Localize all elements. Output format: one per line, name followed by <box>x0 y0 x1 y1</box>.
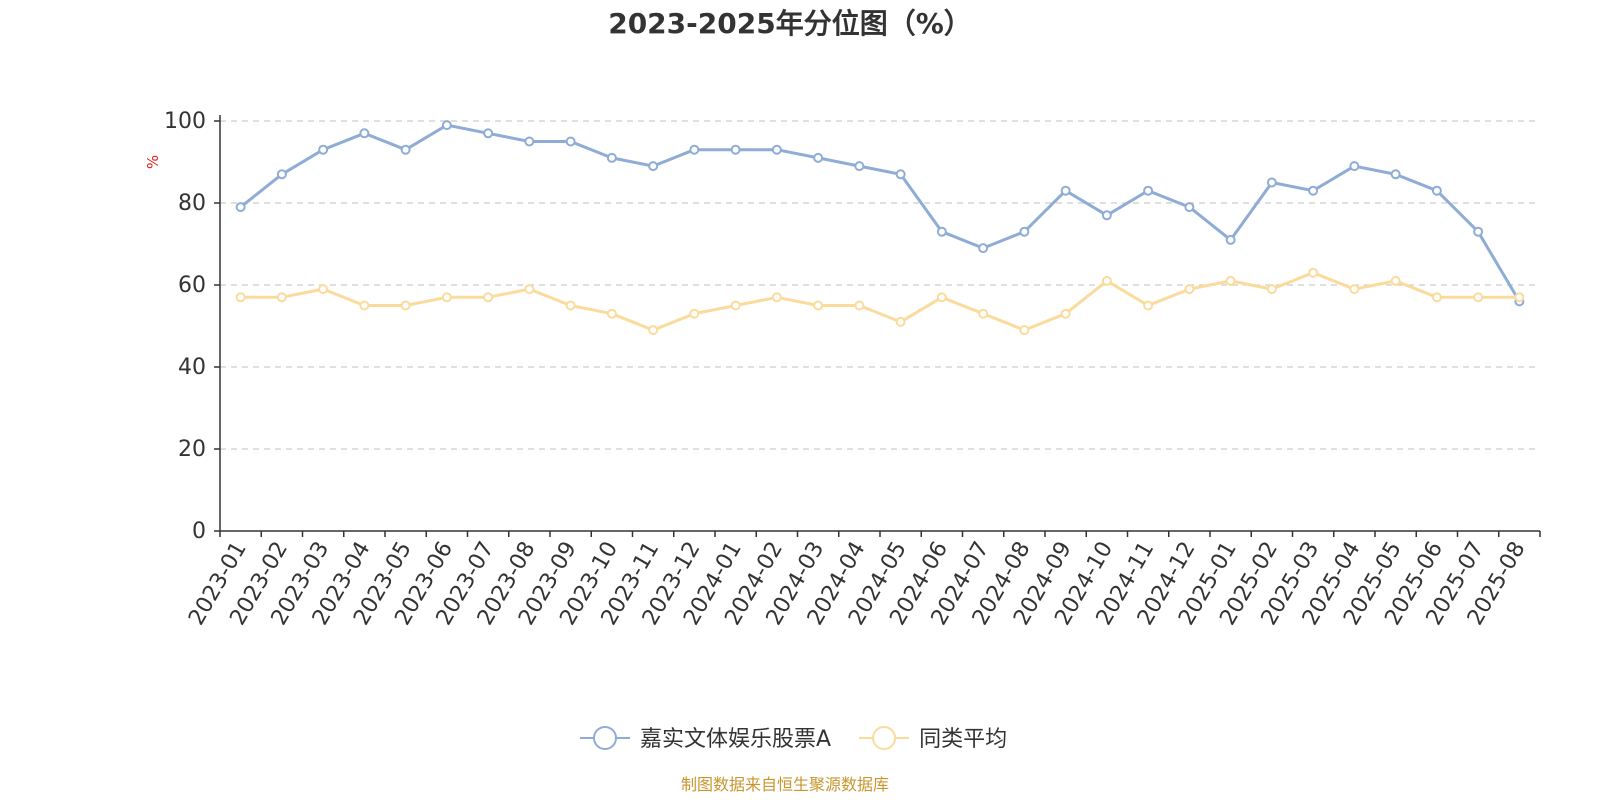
y-tick-label: 80 <box>178 191 206 216</box>
data-point <box>483 292 494 303</box>
data-point <box>235 292 246 303</box>
data-point <box>1349 161 1360 172</box>
data-point <box>1514 292 1525 303</box>
data-point <box>936 292 947 303</box>
data-point <box>276 292 287 303</box>
data-point <box>1019 226 1030 237</box>
data-point <box>648 325 659 336</box>
legend-circle-icon <box>593 726 617 750</box>
data-point <box>359 300 370 311</box>
data-point <box>1390 169 1401 180</box>
data-point <box>1308 185 1319 196</box>
axes: 0204060801002023-012023-022023-032023-04… <box>164 109 1541 630</box>
data-point <box>235 202 246 213</box>
legend-item-2[interactable]: 同类平均 <box>859 726 1007 752</box>
series-lines <box>235 120 1525 336</box>
data-point <box>1473 226 1484 237</box>
data-point <box>771 144 782 155</box>
data-point <box>895 169 906 180</box>
y-tick-label: 40 <box>178 355 206 380</box>
data-point <box>813 152 824 163</box>
data-point <box>318 144 329 155</box>
data-point <box>730 144 741 155</box>
y-axis-unit-label: % <box>144 155 162 169</box>
y-tick-label: 0 <box>192 519 206 544</box>
data-point <box>978 308 989 319</box>
series-1 <box>235 120 1525 307</box>
data-point <box>1184 202 1195 213</box>
grid-lines <box>220 120 1540 450</box>
legend-item-1[interactable]: 嘉实文体娱乐股票A <box>580 726 831 752</box>
data-point <box>1349 284 1360 295</box>
data-point <box>854 161 865 172</box>
data-source-note: 制图数据来自恒生聚源数据库 <box>681 775 889 794</box>
y-tick-label: 20 <box>178 437 206 462</box>
data-point <box>1225 275 1236 286</box>
data-point <box>689 144 700 155</box>
data-point <box>606 308 617 319</box>
data-point <box>441 292 452 303</box>
legend-circle-icon <box>872 726 897 750</box>
data-point <box>1308 267 1319 278</box>
data-point <box>1266 284 1277 295</box>
data-point <box>318 284 329 295</box>
data-point <box>978 243 989 254</box>
data-point <box>565 300 576 311</box>
data-point <box>524 136 535 147</box>
data-point <box>483 128 494 139</box>
y-tick-label: 100 <box>164 109 206 134</box>
data-point <box>1266 177 1277 188</box>
data-point <box>1225 234 1236 245</box>
data-point <box>441 120 452 131</box>
data-point <box>276 169 287 180</box>
legend-label: 同类平均 <box>919 727 1007 752</box>
data-point <box>689 308 700 319</box>
data-point <box>1143 300 1154 311</box>
data-point <box>1143 185 1154 196</box>
data-point <box>565 136 576 147</box>
data-point <box>854 300 865 311</box>
data-point <box>1060 185 1071 196</box>
legend-label: 嘉实文体娱乐股票A <box>640 727 831 752</box>
chart-title: 2023-2025年分位图（%） <box>608 7 972 40</box>
y-tick-label: 60 <box>178 273 206 298</box>
data-point <box>1019 325 1030 336</box>
legend[interactable]: 嘉实文体娱乐股票A 同类平均 <box>580 726 1007 752</box>
data-point <box>524 284 535 295</box>
data-point <box>1060 308 1071 319</box>
data-point <box>813 300 824 311</box>
data-point <box>895 316 906 327</box>
data-point <box>648 161 659 172</box>
data-point <box>1101 210 1112 221</box>
data-point <box>400 300 411 311</box>
series-line <box>239 271 1521 332</box>
data-point <box>606 152 617 163</box>
data-point <box>1431 185 1442 196</box>
data-point <box>1473 292 1484 303</box>
series-line <box>239 123 1521 303</box>
data-point <box>1431 292 1442 303</box>
data-point <box>400 144 411 155</box>
data-point <box>359 128 370 139</box>
series-2 <box>235 267 1525 336</box>
data-point <box>730 300 741 311</box>
data-point <box>771 292 782 303</box>
data-point <box>936 226 947 237</box>
data-point <box>1101 275 1112 286</box>
data-point <box>1390 275 1401 286</box>
data-point <box>1184 284 1195 295</box>
